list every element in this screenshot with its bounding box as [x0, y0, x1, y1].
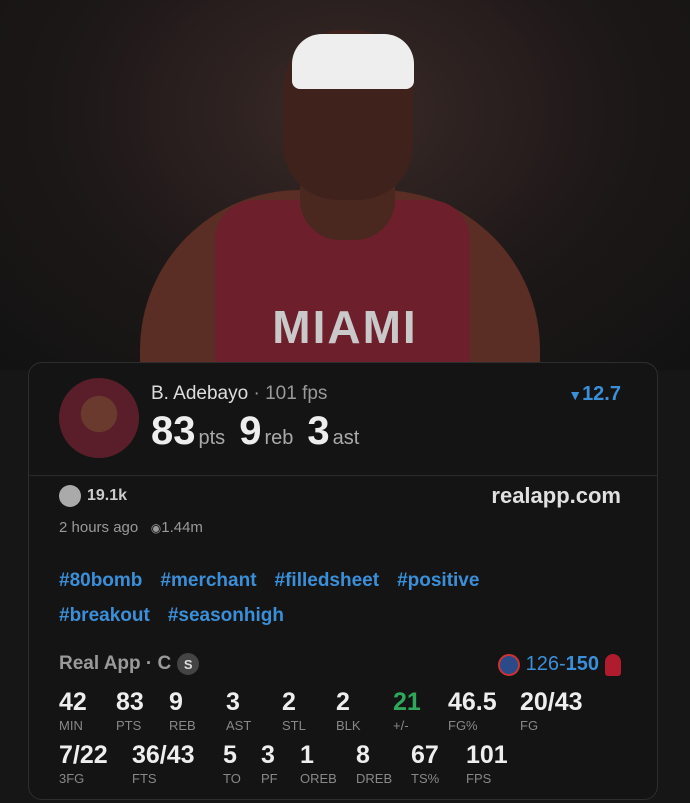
stat-label: +/-: [393, 718, 409, 733]
stat-ts: 67 TS%: [411, 741, 439, 786]
stat-value: 2: [336, 688, 350, 716]
stat-fg: 20/43 FG: [520, 688, 583, 733]
stat-reb: 9 REB: [169, 688, 196, 733]
smiley-icon: [59, 485, 81, 507]
stat-label: BLK: [336, 718, 361, 733]
down-triangle-icon: ▼: [568, 387, 583, 403]
player-card[interactable]: B. Adebayo · 101 fps 83 pts 9 reb 3 ast ▼12.7…: [28, 362, 658, 800]
avatar[interactable]: [59, 378, 139, 458]
stat-label: AST: [226, 718, 252, 733]
stat-value: 83: [116, 688, 144, 716]
stat-value: 67: [411, 741, 439, 769]
stat-value: 1: [300, 741, 314, 769]
ast-value: 3: [307, 409, 330, 453]
stat-value: 2: [282, 688, 296, 716]
stat-value: 36/43: [132, 741, 195, 769]
stat-label: PTS: [116, 718, 142, 733]
stat-blk: 2 BLK: [336, 688, 361, 733]
stat-3fg: 7/22 3FG: [59, 741, 108, 786]
player-name[interactable]: B. Adebayo: [151, 383, 249, 404]
stat-label: STL: [282, 718, 306, 733]
stat-value: 7/22: [59, 741, 108, 769]
stat-fps: 101 FPS: [466, 741, 508, 786]
stat-: 21 +/-: [393, 688, 421, 733]
headline-stats: 83 pts 9 reb 3 ast: [151, 409, 373, 454]
stat-label: FG%: [448, 718, 478, 733]
stat-label: OREB: [300, 771, 337, 786]
projection-value: 12.7: [582, 383, 621, 405]
projection[interactable]: ▼12.7: [568, 383, 621, 406]
stat-value: 3: [226, 688, 240, 716]
fps-label: · 101 fps: [253, 383, 328, 404]
stat-fg: 46.5 FG%: [448, 688, 497, 733]
eye-icon: ◉: [150, 521, 162, 535]
source-label: Real App · C: [59, 653, 172, 674]
likes-button[interactable]: 19.1k: [59, 485, 127, 507]
home-score: 150: [565, 653, 599, 675]
stat-oreb: 1 OREB: [300, 741, 337, 786]
score-separator: -: [558, 653, 566, 675]
likes-count: 19.1k: [87, 487, 128, 504]
away-score: 126: [525, 653, 559, 675]
stat-value: 46.5: [448, 688, 497, 716]
stat-ast: 3 AST: [226, 688, 251, 733]
pts-value: 83: [151, 409, 196, 453]
hashtag[interactable]: #80bomb: [59, 570, 143, 591]
player-name-line: B. Adebayo · 101 fps: [151, 383, 327, 405]
stat-label: MIN: [59, 718, 83, 733]
stat-label: FG: [520, 718, 539, 733]
hashtag[interactable]: #breakout: [59, 605, 150, 626]
stat-value: 8: [356, 741, 370, 769]
stat-min: 42 MIN: [59, 688, 87, 733]
wizards-logo-icon: [497, 653, 520, 676]
player-photo: MIAMI: [0, 0, 690, 380]
jersey-text: MIAMI: [272, 301, 418, 353]
stat-label: TS%: [411, 771, 440, 786]
views-count: 1.44m: [161, 519, 203, 536]
hashtag[interactable]: #merchant: [160, 570, 257, 591]
timestamp: 2 hours ago: [59, 519, 139, 536]
ast-unit: ast: [332, 427, 360, 449]
stat-value: 5: [223, 741, 237, 769]
stat-dreb: 8 DREB: [356, 741, 392, 786]
heat-logo-icon: [605, 653, 621, 676]
stat-label: 3FG: [59, 771, 85, 786]
s-badge: S: [177, 653, 200, 675]
stat-label: TO: [223, 771, 241, 786]
hashtag[interactable]: #filledsheet: [274, 570, 380, 591]
stat-value: 3: [261, 741, 275, 769]
pts-unit: pts: [198, 427, 226, 449]
stat-label: FTS: [132, 771, 157, 786]
stat-label: FPS: [466, 771, 492, 786]
stat-pts: 83 PTS: [116, 688, 144, 733]
stat-value: 20/43: [520, 688, 583, 716]
stat-stl: 2 STL: [282, 688, 306, 733]
divider: [29, 475, 657, 476]
stat-value: 101: [466, 741, 508, 769]
reb-value: 9: [239, 409, 262, 453]
meta-line: 2 hours ago ◉1.44m: [59, 519, 203, 536]
stat-value: 42: [59, 688, 87, 716]
photo-headband: [292, 34, 414, 89]
stat-value: 9: [169, 688, 183, 716]
stat-label: DREB: [356, 771, 393, 786]
game-score[interactable]: 126-150: [497, 653, 621, 676]
hashtag[interactable]: #positive: [397, 570, 480, 591]
stat-to: 5 TO: [223, 741, 241, 786]
reb-unit: reb: [264, 427, 294, 449]
hashtags: #80bomb #merchant #filledsheet #positive #br…: [59, 563, 639, 633]
site-link[interactable]: realapp.com: [491, 483, 621, 508]
stat-label: PF: [261, 771, 278, 786]
hashtag[interactable]: #seasonhigh: [167, 605, 284, 626]
stat-pf: 3 PF: [261, 741, 278, 786]
stat-fts: 36/43 FTS: [132, 741, 195, 786]
stat-value: 21: [393, 688, 421, 716]
stat-label: REB: [169, 718, 196, 733]
